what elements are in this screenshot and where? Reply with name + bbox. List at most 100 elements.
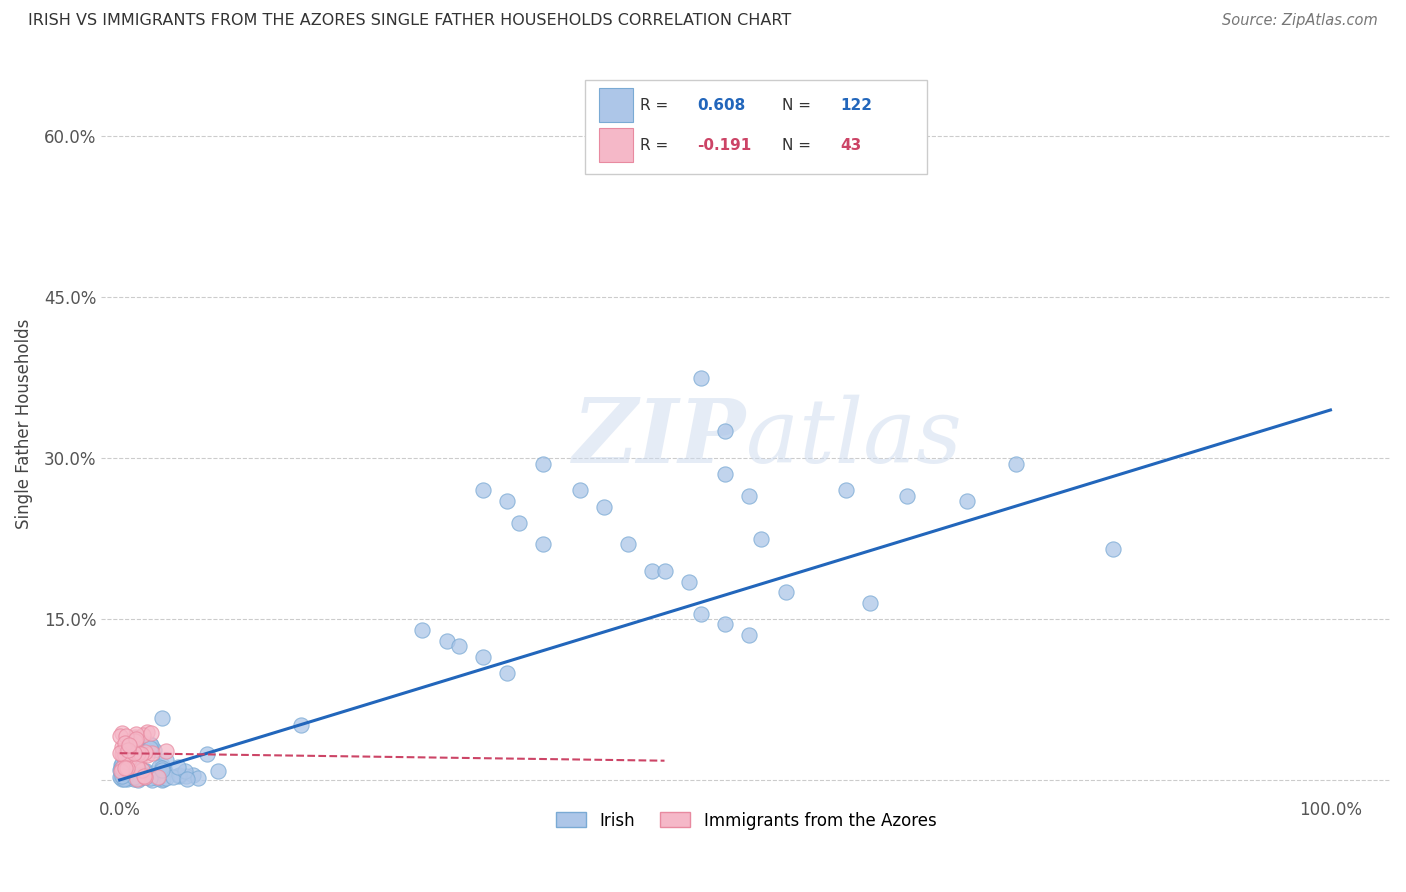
- Point: [533, 457, 555, 471]
- Point: [167, 769, 190, 783]
- Point: [714, 617, 737, 632]
- Point: [118, 752, 141, 766]
- Point: [146, 771, 169, 785]
- Point: [152, 772, 174, 787]
- Point: [139, 737, 162, 751]
- Point: [132, 769, 155, 783]
- Point: [111, 745, 134, 759]
- Point: [411, 623, 433, 637]
- Point: [568, 483, 591, 498]
- Point: [111, 747, 134, 762]
- Point: [859, 596, 882, 610]
- Point: [167, 760, 190, 774]
- Point: [125, 727, 148, 741]
- Point: [108, 763, 131, 777]
- Point: [131, 763, 153, 777]
- Point: [125, 772, 148, 787]
- Point: [115, 729, 138, 743]
- Point: [118, 759, 141, 773]
- Point: [134, 764, 156, 778]
- Point: [150, 763, 173, 777]
- Point: [122, 766, 145, 780]
- Point: [290, 718, 312, 732]
- Point: [641, 564, 664, 578]
- Point: [471, 649, 494, 664]
- Point: [533, 537, 555, 551]
- Point: [115, 769, 138, 783]
- Text: atlas: atlas: [747, 395, 962, 482]
- Point: [121, 757, 143, 772]
- Point: [174, 769, 197, 783]
- Text: 122: 122: [841, 97, 872, 112]
- Point: [111, 769, 134, 783]
- Point: [127, 746, 149, 760]
- Point: [173, 764, 195, 779]
- Point: [496, 494, 519, 508]
- Point: [122, 756, 145, 771]
- Point: [111, 760, 134, 774]
- Legend: Irish, Immigrants from the Azores: Irish, Immigrants from the Azores: [550, 805, 943, 836]
- Point: [125, 764, 148, 778]
- Point: [122, 760, 145, 774]
- Point: [128, 753, 150, 767]
- Point: [115, 768, 138, 782]
- Text: -0.191: -0.191: [697, 138, 751, 153]
- Text: 0.608: 0.608: [697, 97, 745, 112]
- Point: [117, 739, 139, 753]
- Point: [139, 740, 162, 755]
- Point: [115, 758, 138, 772]
- Point: [149, 769, 172, 783]
- Y-axis label: Single Father Households: Single Father Households: [15, 318, 32, 529]
- Point: [176, 772, 198, 786]
- Point: [120, 739, 142, 753]
- Point: [738, 628, 761, 642]
- Text: N =: N =: [782, 97, 817, 112]
- FancyBboxPatch shape: [585, 80, 927, 174]
- Point: [115, 756, 138, 770]
- Point: [141, 738, 163, 752]
- Point: [896, 489, 918, 503]
- Point: [471, 483, 494, 498]
- FancyBboxPatch shape: [599, 88, 633, 122]
- Point: [114, 736, 136, 750]
- Point: [134, 770, 156, 784]
- Text: Source: ZipAtlas.com: Source: ZipAtlas.com: [1222, 13, 1378, 29]
- Text: ZIP: ZIP: [572, 395, 747, 482]
- Point: [124, 746, 146, 760]
- Point: [121, 769, 143, 783]
- Point: [117, 765, 139, 780]
- Point: [114, 760, 136, 774]
- Point: [181, 768, 204, 782]
- Point: [111, 726, 134, 740]
- Point: [835, 483, 858, 498]
- Point: [127, 755, 149, 769]
- Point: [187, 771, 209, 785]
- Point: [111, 739, 134, 754]
- Point: [135, 724, 157, 739]
- Point: [139, 771, 162, 785]
- Point: [118, 762, 141, 776]
- Point: [436, 633, 458, 648]
- Point: [195, 747, 218, 762]
- Point: [207, 764, 229, 778]
- Point: [111, 772, 134, 786]
- Point: [136, 747, 159, 762]
- Point: [124, 771, 146, 785]
- Point: [120, 743, 142, 757]
- Point: [678, 574, 700, 589]
- Point: [155, 744, 177, 758]
- Point: [714, 467, 737, 482]
- Point: [689, 371, 711, 385]
- Point: [114, 748, 136, 763]
- Point: [124, 733, 146, 747]
- Point: [111, 760, 134, 774]
- Text: IRISH VS IMMIGRANTS FROM THE AZORES SINGLE FATHER HOUSEHOLDS CORRELATION CHART: IRISH VS IMMIGRANTS FROM THE AZORES SING…: [28, 13, 792, 29]
- Point: [122, 772, 145, 787]
- Point: [135, 764, 157, 779]
- Point: [148, 760, 170, 774]
- Point: [110, 746, 132, 760]
- Point: [114, 760, 136, 774]
- Point: [131, 735, 153, 749]
- Point: [110, 770, 132, 784]
- Point: [150, 711, 173, 725]
